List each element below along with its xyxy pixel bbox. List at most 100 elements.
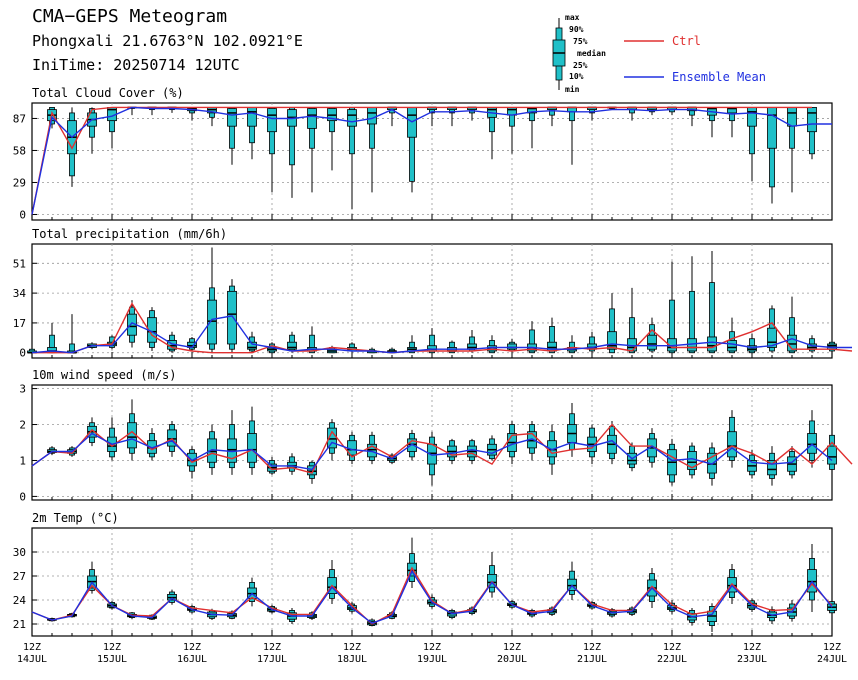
box-plot [447, 106, 457, 127]
x-tick-label-time: 12Z [103, 642, 121, 653]
ctrl-line [31, 106, 812, 215]
box-inner [787, 107, 797, 127]
box-plot [427, 431, 437, 486]
box-inner [607, 331, 617, 350]
x-tick-label-time: 12Z [663, 642, 681, 653]
box-plot [707, 251, 717, 354]
ensemble-mean-line [31, 432, 833, 471]
box-plot [367, 107, 377, 193]
box-plot [747, 107, 757, 182]
box-plot [27, 345, 37, 354]
box-plot [327, 419, 337, 461]
x-tick-label-time: 12Z [423, 642, 441, 653]
x-tick-label-date: 21JUL [577, 654, 607, 665]
legend: max 90% 75% median 25% 10% min Ctrl Ense… [552, 13, 766, 94]
y-tick-label: 34 [13, 287, 27, 300]
box-inner [507, 343, 517, 350]
y-tick-label: 29 [13, 176, 26, 189]
box-plot [267, 107, 277, 193]
box-plot [687, 442, 697, 479]
box-plot [307, 460, 317, 484]
x-tick-label-date: 17JUL [257, 654, 287, 665]
x-tick-label-time: 12Z [183, 642, 201, 653]
box-plot [567, 335, 577, 354]
x-tick-label-time: 12Z [343, 642, 361, 653]
panel-2: 10m wind speed (m/s) 0 1 2 3 [19, 368, 853, 503]
box-plot [487, 435, 497, 461]
box-inner [167, 429, 177, 447]
box-plot [187, 336, 197, 351]
box-inner [247, 433, 257, 463]
box-outer [709, 282, 715, 354]
page-title: CMA−GEPS Meteogram [32, 6, 228, 27]
box-plot [807, 544, 817, 612]
box-plot [347, 107, 357, 209]
box-inner [807, 107, 817, 133]
legend-label-90: 90% [569, 25, 584, 34]
box-plot [667, 261, 677, 354]
box-plot [587, 424, 597, 465]
box-inner [767, 327, 777, 348]
box-inner [747, 107, 757, 127]
x-tick-label-time: 12Z [263, 642, 281, 653]
box-plot [787, 107, 797, 193]
box-plot [767, 107, 777, 204]
box-inner [727, 431, 737, 458]
box-plot [607, 293, 617, 354]
box-plot [667, 438, 677, 486]
y-tick-label: 0 [19, 490, 26, 503]
box-plot [287, 453, 297, 475]
box-plot [247, 577, 257, 607]
box-plot [727, 410, 737, 468]
legend-label-max: max [565, 13, 580, 22]
y-tick-label: 87 [13, 112, 26, 125]
box-plot [807, 107, 817, 160]
box-plot [107, 107, 117, 149]
box-plot [747, 333, 757, 354]
y-tick-label: 0 [19, 347, 26, 360]
panel-3: 2m Temp (°C) 21 24 27 30 [13, 511, 837, 637]
y-tick-label: 51 [13, 257, 26, 270]
box-plot [307, 107, 317, 193]
box-outer [429, 334, 435, 354]
box-plot [247, 406, 257, 475]
legend-mean-label: Ensemble Mean [672, 70, 766, 84]
box-plot [127, 399, 137, 461]
box-plot [287, 331, 297, 353]
y-tick-label: 21 [13, 618, 26, 631]
x-tick-label-date: 14JUL [17, 654, 47, 665]
legend-box-glyph [552, 18, 566, 90]
box-inner [767, 460, 777, 476]
legend-label-75: 75% [573, 37, 588, 46]
box-plot [47, 322, 57, 354]
box-inner [807, 433, 817, 454]
x-tick-label-time: 12Z [583, 642, 601, 653]
box-plot [567, 106, 577, 165]
box-inner [307, 465, 317, 476]
box-plot [627, 287, 637, 354]
y-tick-label: 17 [13, 317, 26, 330]
box-plot [487, 552, 497, 598]
panel-title: 2m Temp (°C) [32, 511, 119, 525]
legend-label-min: min [565, 84, 580, 94]
box-inner [647, 334, 657, 350]
box-plot [407, 537, 417, 588]
box-inner [767, 107, 777, 149]
box-plot [827, 338, 837, 353]
box-plot [207, 107, 217, 127]
box-outer [689, 290, 695, 354]
box-plot [227, 410, 237, 475]
panel-0: Total Cloud Cover (%) 0 29 58 87 [13, 86, 833, 221]
box-plot [687, 256, 697, 354]
y-tick-label: 0 [19, 208, 26, 221]
box-inner [287, 341, 297, 350]
box-inner [347, 109, 357, 127]
box-outer [609, 308, 615, 354]
x-tick-label-date: 18JUL [337, 654, 367, 665]
box-inner [227, 108, 237, 127]
box-plot [787, 296, 797, 354]
ensemble-mean-line [31, 315, 852, 354]
panel-title: Total Cloud Cover (%) [32, 86, 184, 100]
x-tick-label-date: 16JUL [177, 654, 207, 665]
box-plot [507, 420, 517, 465]
